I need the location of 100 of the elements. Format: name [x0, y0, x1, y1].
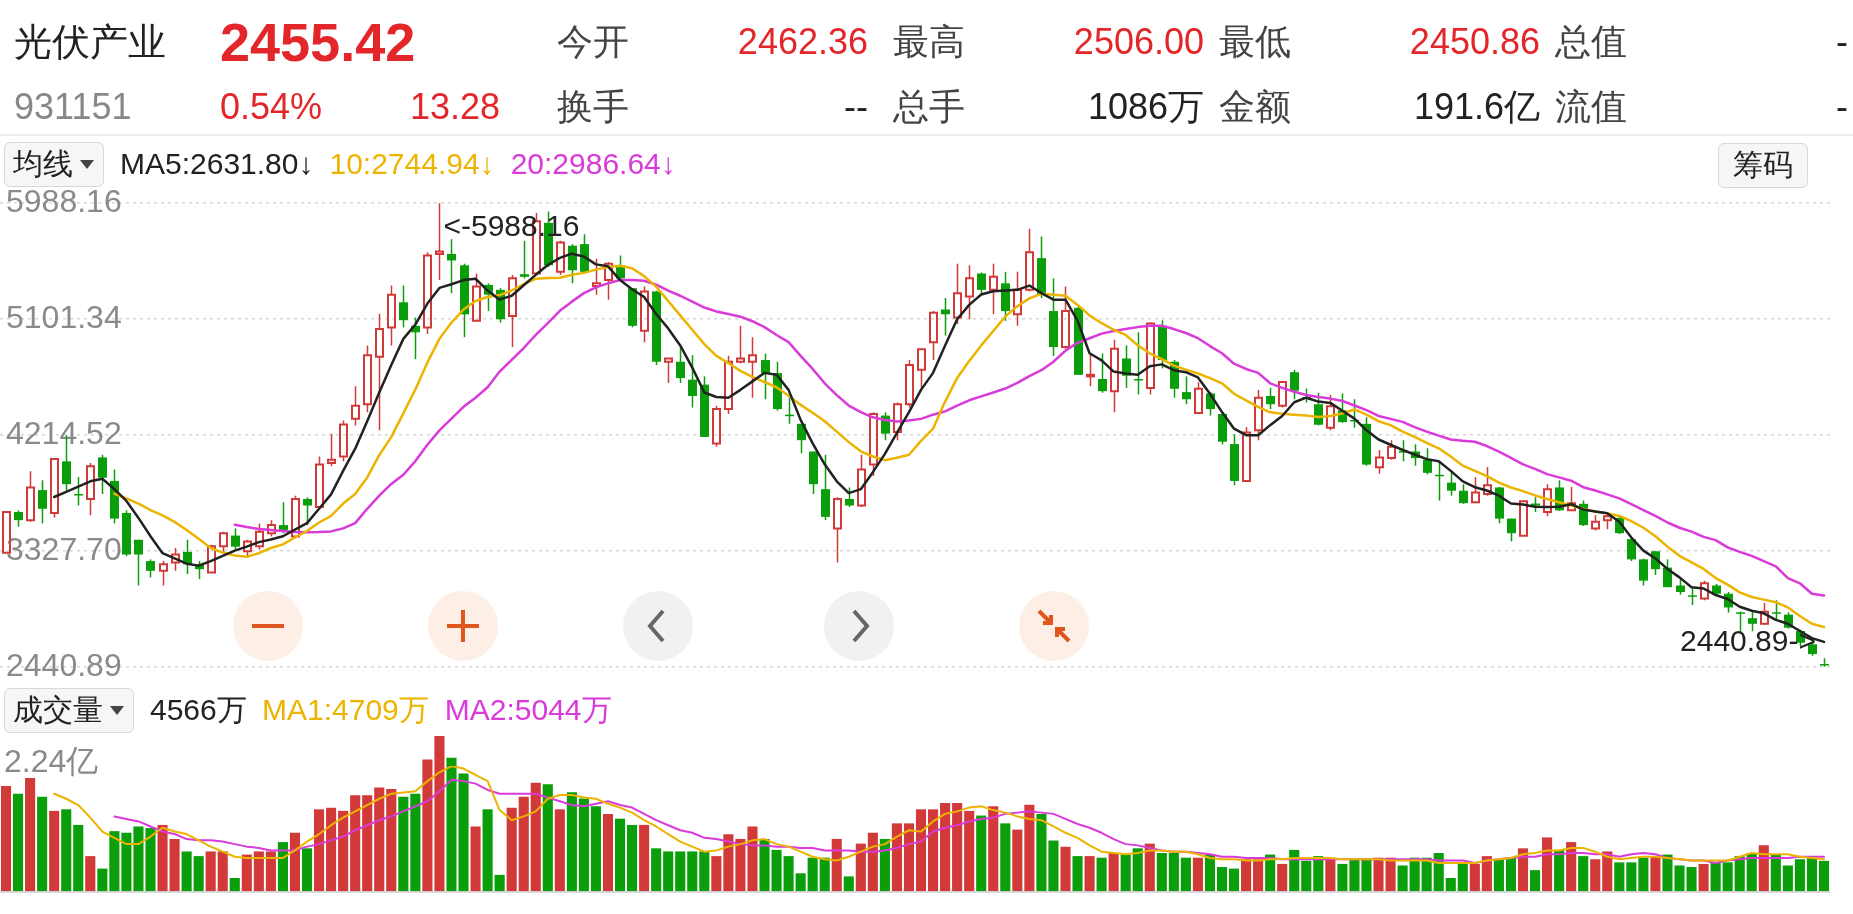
- candlestick: [1110, 339, 1119, 414]
- bar: [1241, 859, 1252, 892]
- bar: [1590, 859, 1601, 892]
- bar: [1373, 857, 1384, 892]
- bar: [1794, 859, 1805, 892]
- bar: [73, 824, 84, 892]
- bar: [1578, 856, 1589, 892]
- candlestick: [303, 496, 312, 526]
- candlestick: [1423, 447, 1432, 476]
- bar: [711, 856, 722, 892]
- candlestick: [231, 527, 240, 551]
- text: 4566万: [150, 691, 247, 728]
- bar: [735, 838, 746, 892]
- bar: [915, 809, 927, 892]
- text: -: [1836, 20, 1848, 63]
- bar: [639, 824, 650, 892]
- bar: [1626, 862, 1637, 892]
- text: 0.54%: [220, 85, 323, 128]
- bar: [1120, 854, 1131, 892]
- bar: [952, 803, 963, 892]
- bar: [1108, 853, 1119, 892]
- candlestick: [351, 385, 360, 427]
- annotation: 2.24亿: [4, 742, 99, 781]
- candlestick: [1483, 466, 1492, 497]
- candlestick: [604, 261, 613, 301]
- candlestick: [1122, 344, 1131, 389]
- bar: [675, 851, 686, 892]
- text: 光伏产业: [14, 20, 166, 65]
- bar: [1529, 870, 1541, 892]
- candlestick: [1098, 352, 1107, 394]
- bar: [1782, 865, 1793, 892]
- y-tick-label: 4214.52: [6, 414, 122, 451]
- text: 总手: [893, 85, 965, 128]
- bar: [928, 809, 939, 892]
- bar: [1638, 857, 1649, 892]
- text: 931151: [14, 85, 132, 128]
- bar: [494, 874, 505, 892]
- bar: [253, 851, 264, 892]
- bar: [1614, 862, 1625, 892]
- bar: [795, 873, 806, 892]
- bar: [169, 838, 180, 892]
- bar: [891, 823, 902, 892]
- bar: [1457, 862, 1468, 892]
- bar: [1228, 868, 1240, 892]
- bar: [0, 785, 12, 892]
- candlestick: [74, 476, 83, 507]
- bar: [1084, 856, 1095, 892]
- candlestick: [508, 274, 517, 348]
- bar: [614, 818, 626, 892]
- bar: [1180, 857, 1191, 892]
- candlestick: [520, 240, 529, 280]
- bar: [506, 807, 517, 892]
- candlestick: [1639, 557, 1648, 587]
- bar: [940, 803, 951, 892]
- bar: [193, 856, 204, 892]
- bar: [313, 809, 325, 892]
- bar: [1024, 804, 1035, 892]
- bar: [1770, 854, 1781, 892]
- candlestick: [387, 284, 396, 347]
- bar: [326, 807, 337, 892]
- bar: [518, 796, 529, 892]
- bar: [181, 851, 192, 892]
- bar: [663, 851, 674, 892]
- series-label: MA2:5044万: [444, 691, 612, 728]
- bar: [699, 851, 710, 892]
- bar: [362, 795, 373, 892]
- bar: [61, 809, 72, 892]
- bar: [1216, 867, 1228, 892]
- bar: [1650, 856, 1661, 892]
- text: 13.28: [409, 85, 500, 128]
- bar: [627, 824, 638, 892]
- text: 2506.00: [1073, 20, 1204, 63]
- bar: [1301, 860, 1312, 892]
- candlestick: [279, 501, 288, 534]
- candlestick: [86, 462, 95, 517]
- candlestick: [664, 357, 673, 384]
- bar: [25, 778, 36, 892]
- candlestick: [748, 336, 757, 399]
- bar: [1493, 859, 1504, 892]
- bar: [217, 851, 228, 892]
- bar: [566, 792, 577, 892]
- bar: [1156, 853, 1167, 892]
- text: 2462.36: [737, 20, 868, 63]
- bar: [482, 809, 493, 892]
- candlestick: [929, 310, 938, 361]
- candlestick: [1025, 227, 1034, 293]
- bar: [386, 789, 397, 892]
- bar: [964, 810, 975, 892]
- bar: [723, 834, 734, 892]
- bar: [1012, 829, 1023, 892]
- bar: [398, 796, 409, 892]
- bar: [554, 809, 565, 892]
- bar: [831, 838, 842, 892]
- bar: [1361, 859, 1372, 892]
- bar: [1722, 862, 1733, 892]
- text: 2450.86: [1409, 20, 1540, 63]
- bar: [13, 793, 24, 892]
- candlestick: [1772, 599, 1781, 621]
- text: 1086万: [1087, 85, 1204, 128]
- candlestick: [146, 558, 155, 579]
